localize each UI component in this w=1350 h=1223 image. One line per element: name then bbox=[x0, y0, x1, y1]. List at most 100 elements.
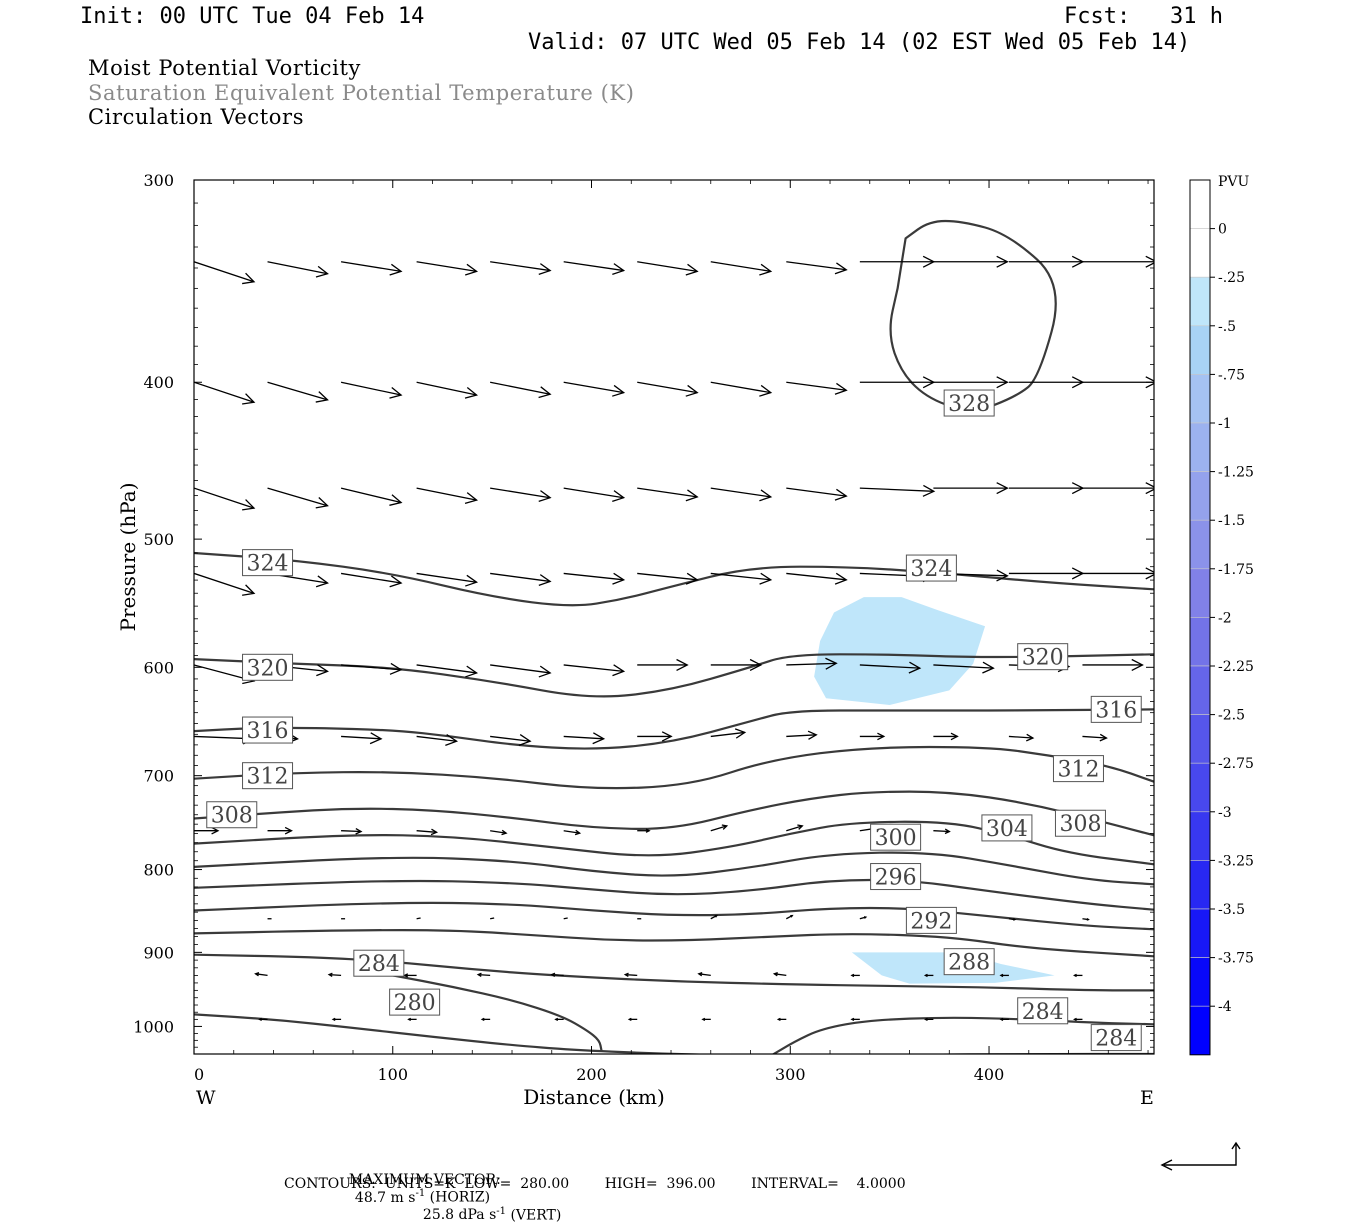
vector-head bbox=[445, 734, 459, 746]
vector-head bbox=[465, 574, 479, 587]
init-time: Init: 00 UTC Tue 04 Feb 14 bbox=[80, 4, 425, 29]
colorbar-label: -4 bbox=[1218, 999, 1232, 1015]
vector-head bbox=[1145, 482, 1154, 495]
vector-head bbox=[950, 732, 959, 741]
field-label-vectors: Circulation Vectors bbox=[88, 105, 305, 129]
vector-head bbox=[1073, 1017, 1077, 1022]
contour-304 bbox=[194, 820, 1154, 866]
plot-frame bbox=[193, 179, 1155, 1055]
vector-head bbox=[550, 972, 556, 978]
contour-label: 320 bbox=[247, 656, 289, 681]
vector-head bbox=[389, 575, 403, 588]
vector-head bbox=[476, 972, 482, 978]
colorbar-label: -1.75 bbox=[1218, 562, 1254, 578]
vector-head bbox=[944, 828, 951, 835]
vector-head bbox=[807, 730, 818, 740]
vector-head bbox=[661, 731, 673, 742]
colorbar-swatch bbox=[1189, 374, 1211, 424]
circulation-vector bbox=[710, 487, 771, 498]
max-vert-value: 25.8 dPa s bbox=[422, 1207, 497, 1223]
circulation-vector bbox=[490, 917, 495, 920]
vector-head bbox=[834, 488, 848, 501]
contour-label: 316 bbox=[247, 719, 289, 744]
vector-head bbox=[623, 972, 629, 978]
vector-head bbox=[612, 572, 626, 585]
vector-head bbox=[592, 732, 606, 745]
vector-head bbox=[389, 386, 403, 399]
east-label: E bbox=[1140, 1087, 1154, 1109]
vector-head bbox=[389, 662, 403, 675]
vector-head bbox=[327, 972, 333, 978]
contour-296 bbox=[194, 878, 1154, 911]
colorbar-swatch bbox=[1189, 519, 1211, 570]
colorbar-label: -3.75 bbox=[1218, 951, 1254, 967]
vector-head bbox=[759, 384, 773, 397]
circulation-vector bbox=[267, 487, 328, 507]
circulation-vector bbox=[416, 572, 477, 583]
vector-head bbox=[685, 572, 699, 585]
reference-vector-icon bbox=[1160, 1141, 1241, 1171]
contour-label-box bbox=[206, 801, 258, 829]
colorbar-label: -1.5 bbox=[1218, 513, 1245, 529]
contour-label: 284 bbox=[1095, 1027, 1137, 1052]
colorbar-swatch bbox=[1189, 957, 1211, 1007]
y-axis-title: Pressure (hPa) bbox=[116, 483, 140, 632]
circulation-vector bbox=[563, 261, 624, 272]
contour-284 bbox=[194, 953, 1154, 992]
circulation-vector bbox=[341, 735, 382, 740]
contour-label-box bbox=[870, 823, 922, 851]
circulation-vector bbox=[490, 735, 531, 742]
circulation-vector bbox=[194, 381, 255, 403]
vector-head bbox=[355, 828, 363, 835]
colorbar-swatch bbox=[1189, 860, 1211, 910]
circulation-vector bbox=[194, 572, 255, 595]
circulation-vector bbox=[710, 825, 727, 832]
vector-head bbox=[734, 728, 747, 739]
x-tick-label: 200 bbox=[576, 1065, 607, 1084]
circulation-vector bbox=[859, 487, 934, 492]
circulation-vector bbox=[329, 973, 342, 977]
vector-head bbox=[389, 263, 403, 276]
vector-head bbox=[697, 971, 703, 977]
vector-head bbox=[825, 657, 838, 670]
vector-head bbox=[685, 489, 699, 502]
vector-head bbox=[1073, 973, 1077, 978]
circulation-vector bbox=[341, 664, 402, 671]
contour-label-box bbox=[242, 762, 294, 790]
circulation-vectors bbox=[194, 255, 1154, 1022]
contour-label: 300 bbox=[875, 826, 917, 851]
y-tick-label: 400 bbox=[143, 373, 174, 392]
vector-head bbox=[922, 484, 936, 497]
y-tick-label: 300 bbox=[143, 171, 174, 190]
colorbar-label: -2.25 bbox=[1218, 659, 1254, 675]
contour-label: 308 bbox=[1059, 812, 1101, 837]
circulation-vector bbox=[933, 830, 950, 833]
contour-label: 284 bbox=[1022, 1000, 1064, 1025]
vector-head bbox=[464, 386, 479, 399]
contour-label-box bbox=[1017, 997, 1069, 1025]
contour-label: 280 bbox=[394, 991, 436, 1016]
vector-head bbox=[676, 658, 689, 671]
circulation-vector bbox=[478, 973, 491, 977]
vector-head bbox=[612, 384, 626, 397]
colorbar-swatch bbox=[1189, 811, 1211, 861]
colorbar-label: -2 bbox=[1218, 610, 1232, 626]
circulation-vector bbox=[637, 381, 698, 394]
vector-head bbox=[242, 584, 256, 596]
vector-head bbox=[1026, 733, 1035, 742]
circulation-vector bbox=[933, 664, 994, 669]
vector-head bbox=[518, 734, 532, 746]
contour-300 bbox=[194, 851, 1154, 886]
colorbar-label: -2.5 bbox=[1218, 708, 1245, 724]
vector-head bbox=[999, 973, 1004, 978]
vector-head bbox=[1145, 567, 1154, 580]
vector-head bbox=[258, 1017, 262, 1022]
circulation-vector bbox=[1082, 735, 1107, 739]
vector-head bbox=[850, 1017, 855, 1022]
circulation-vector bbox=[416, 830, 437, 833]
circulation-vector bbox=[416, 664, 477, 674]
x-tick-label: 100 bbox=[377, 1065, 408, 1084]
theta-es-contours bbox=[194, 219, 1154, 1054]
colorbar-swatch bbox=[1189, 714, 1211, 764]
y-tick-label: 600 bbox=[143, 658, 174, 677]
